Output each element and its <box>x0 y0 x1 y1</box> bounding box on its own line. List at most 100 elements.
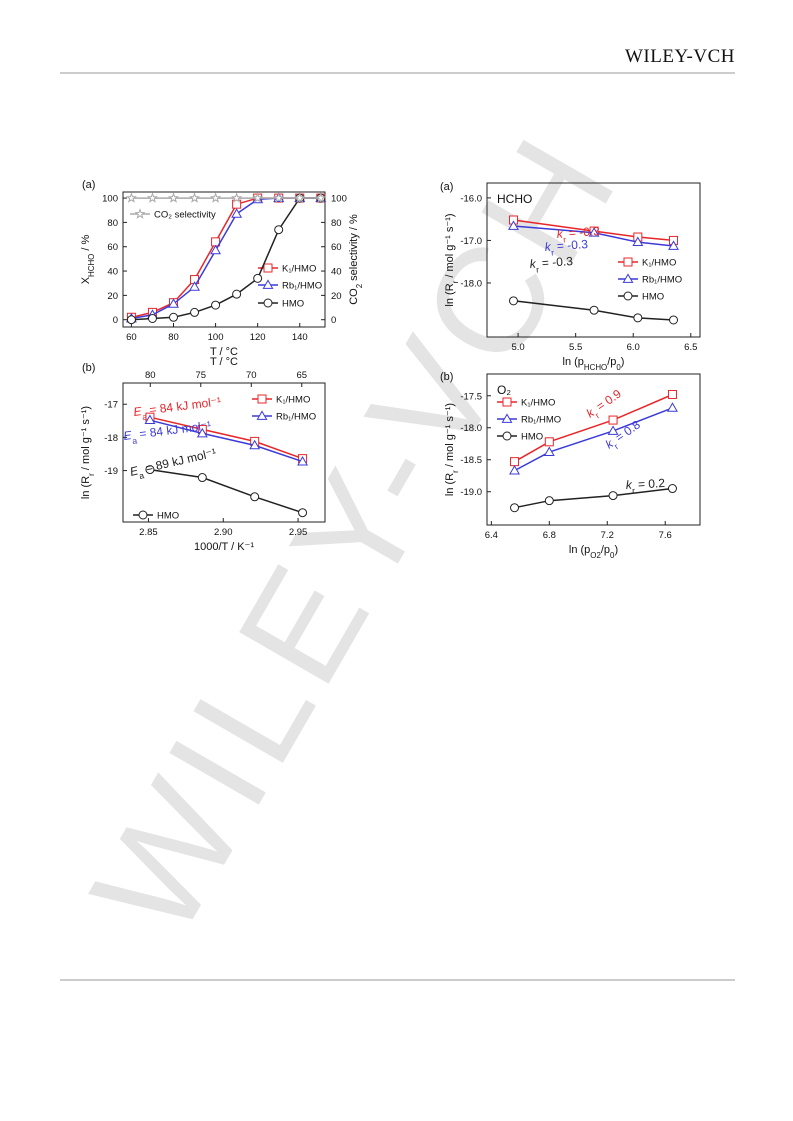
x-tick-label: 7.6 <box>659 530 672 541</box>
marker-triangle <box>297 456 309 466</box>
x-tick-label: 2.90 <box>214 527 233 538</box>
legend-label: HMO <box>282 299 304 310</box>
annotation-part: k <box>625 478 633 492</box>
x-tick-label: 6.5 <box>684 342 697 353</box>
y-tick-label: -18.0 <box>460 423 482 434</box>
y-tick-label: -17.0 <box>460 236 482 247</box>
y-axis-label-part: / % <box>80 234 92 253</box>
y-tick-label: -19.0 <box>460 487 482 498</box>
y-tick-label: 100 <box>102 194 118 205</box>
marker-circle <box>169 312 178 322</box>
x-axis-label: 1000/T / K⁻¹ <box>194 541 254 553</box>
y-axis-label-part: HCHO <box>87 254 96 277</box>
y-axis-label-part: r <box>87 473 96 476</box>
series-line <box>514 407 673 472</box>
marker-triangle <box>509 465 520 475</box>
annotation-part: r <box>632 486 636 496</box>
marker-circle <box>508 296 518 306</box>
y-axis-label-part: / mol g⁻¹ s⁻¹) <box>80 406 92 473</box>
marker-triangle <box>249 439 261 450</box>
inset-label: HCHO <box>497 192 532 206</box>
x-axis-label: ln (pO2/p0) <box>569 544 618 560</box>
marker-square <box>263 263 273 273</box>
x2-tick-label: 75 <box>195 370 206 381</box>
marker-circle <box>502 431 512 441</box>
x2-tick-label: 80 <box>145 370 156 381</box>
marker-triangle <box>607 425 619 435</box>
x-axis-label-part: HCHO <box>584 363 607 372</box>
y-axis-label-part: X <box>80 276 92 284</box>
annotation-part: a <box>132 435 138 446</box>
series-line <box>131 197 321 321</box>
legend-label: K₁/HMO <box>642 258 676 269</box>
x-axis-label-part: /p <box>601 544 610 556</box>
x-tick-label: 100 <box>208 332 224 343</box>
y-tick-label: 20 <box>107 291 118 302</box>
annotation-part: E <box>129 463 141 479</box>
marker-circle <box>190 307 200 317</box>
y-tick-label: 0 <box>113 315 118 326</box>
marker-star <box>209 192 222 203</box>
marker-triangle <box>196 427 208 438</box>
x-tick-label: 5.5 <box>569 342 582 353</box>
x-axis-label-part: ) <box>614 544 618 556</box>
marker-circle <box>510 503 520 513</box>
annotation-part: r <box>593 410 601 420</box>
y-axis-label: ln (Rr / mol g⁻¹ s⁻¹) <box>444 213 460 306</box>
marker-triangle <box>667 402 678 412</box>
marker-star <box>167 192 180 203</box>
marker-circle <box>544 496 554 506</box>
marker-star <box>146 192 158 203</box>
y2-tick-label: 20 <box>331 291 342 302</box>
y2-tick-label: 60 <box>331 242 342 253</box>
y2-axis-label: CO2 selectivity / % <box>348 214 364 305</box>
inset-label: O₂ <box>497 383 511 397</box>
marker-circle <box>298 508 308 518</box>
marker-circle <box>274 225 284 235</box>
marker-star <box>230 192 243 203</box>
x-tick-label: 6.4 <box>485 530 498 541</box>
panel-label: (a) <box>440 181 453 193</box>
series-line <box>149 468 303 514</box>
legend-label: HMO <box>157 511 179 522</box>
y-axis-label-part: / mol g⁻¹ s⁻¹) <box>444 213 456 280</box>
marker-triangle <box>262 279 274 289</box>
annotation: kr = -0.3 <box>544 237 589 258</box>
plot-frame <box>122 191 326 328</box>
annotation-part: k <box>556 227 564 241</box>
x-axis-label: ln (pHCHO/p0) <box>563 356 625 372</box>
marker-circle <box>211 300 221 310</box>
x-tick-label: 7.2 <box>601 530 614 541</box>
annotation-part: r <box>536 264 540 274</box>
y-axis-label-part: ln (R <box>444 473 456 496</box>
marker-square <box>257 394 267 404</box>
y-tick-label: -17.5 <box>460 391 482 402</box>
y2-tick-label: 80 <box>331 218 342 229</box>
panel-label: (b) <box>82 362 95 374</box>
marker-triangle <box>508 220 519 230</box>
y-axis-label: XHCHO / % <box>80 234 96 284</box>
x-tick-label: 80 <box>168 332 179 343</box>
marker-star <box>125 192 138 203</box>
marker-star <box>189 192 201 203</box>
marker-circle <box>250 492 260 502</box>
marker-circle <box>623 291 633 301</box>
x-axis-label-part: 0 <box>610 551 615 560</box>
y-axis-label: ln (Rr / mol g⁻¹ s⁻¹) <box>80 406 96 499</box>
y-tick-label: 60 <box>107 242 118 253</box>
plot-frame <box>486 373 701 526</box>
x-tick-label: 2.85 <box>139 527 158 538</box>
panel-label: (b) <box>440 371 453 383</box>
marker-square <box>623 257 633 267</box>
annotation-part: r <box>612 441 620 451</box>
marker-circle <box>145 465 155 475</box>
publisher-logo: WILEY-VCH <box>625 46 735 67</box>
annotation-part: k <box>529 257 537 271</box>
marker-triangle <box>668 240 679 250</box>
x-tick-label: 6.0 <box>627 342 640 353</box>
x-tick-label: 2.95 <box>289 527 308 538</box>
marker-star <box>134 208 146 219</box>
legend-label: K₁/HMO <box>276 395 310 406</box>
marker-circle <box>197 473 207 483</box>
